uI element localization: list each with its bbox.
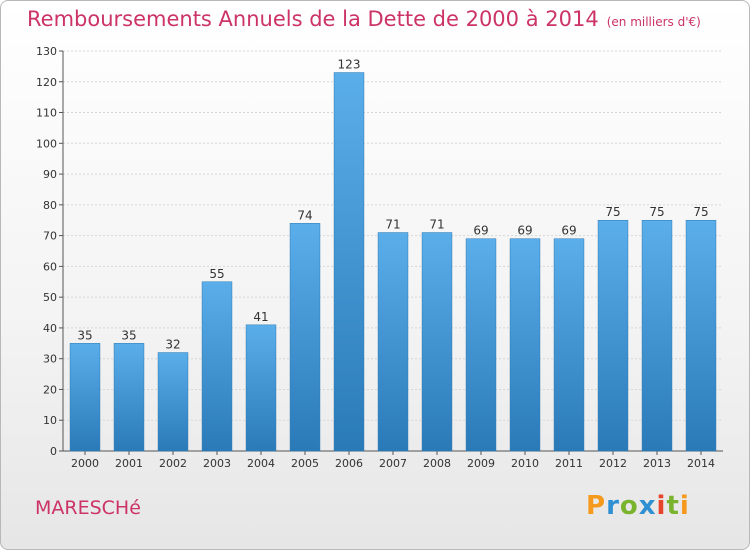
x-tick-label: 2009	[467, 457, 495, 470]
data-label: 35	[77, 328, 92, 342]
y-tick-label: 30	[43, 353, 57, 366]
logo-letter: P	[586, 491, 607, 521]
logo-letter: r	[606, 491, 620, 521]
bar-2002	[157, 352, 189, 452]
bar-2008	[421, 232, 453, 452]
x-tick-label: 2013	[643, 457, 671, 470]
data-label: 75	[693, 205, 708, 219]
data-label: 69	[473, 224, 488, 238]
bars	[69, 72, 717, 452]
logo-letter: o	[619, 491, 639, 521]
bar-2003	[201, 281, 233, 452]
x-tick-label: 2014	[687, 457, 715, 470]
chart-title-text: Remboursements Annuels de la Dette de 20…	[27, 7, 599, 31]
x-tick-label: 2004	[247, 457, 275, 470]
data-label: 74	[297, 208, 312, 222]
bar-2001	[113, 343, 145, 452]
x-tick-label: 2012	[599, 457, 627, 470]
logo-letter: x	[638, 491, 657, 521]
bar-2012	[597, 219, 629, 452]
x-tick-label: 2002	[159, 457, 187, 470]
data-label: 71	[385, 218, 400, 232]
x-tick-label: 2003	[203, 457, 231, 470]
x-tick-label: 2011	[555, 457, 583, 470]
commune-name: MARESCHé	[35, 497, 141, 519]
y-tick-label: 40	[43, 322, 57, 335]
x-tick-label: 2008	[423, 457, 451, 470]
y-tick-label: 110	[36, 107, 57, 120]
y-tick-label: 50	[43, 291, 57, 304]
logo-letter: i	[656, 491, 667, 521]
bar-2013	[641, 219, 673, 452]
y-tick-label: 0	[50, 445, 57, 458]
data-label: 123	[338, 58, 361, 72]
y-tick-label: 120	[36, 76, 57, 89]
data-label: 32	[165, 338, 180, 352]
y-tick-label: 60	[43, 260, 57, 273]
data-label: 75	[605, 205, 620, 219]
bar-2014	[685, 219, 717, 452]
data-label: 35	[121, 328, 136, 342]
bar-2005	[289, 223, 321, 452]
bar-2004	[245, 324, 277, 452]
x-tick-label: 2006	[335, 457, 363, 470]
chart-title: Remboursements Annuels de la Dette de 20…	[27, 7, 701, 31]
data-label: 71	[429, 218, 444, 232]
chart-subtitle: (en milliers d'€)	[606, 15, 701, 29]
logo-letter: i	[679, 491, 690, 521]
x-tick-label: 2000	[71, 457, 99, 470]
labels: 0 10 20 30 40 50 60 70 80 90 100 110 120 130 2000 35 200…	[36, 45, 715, 470]
y-tick-label: 90	[43, 168, 57, 181]
bar-2006	[333, 72, 365, 452]
y-tick-label: 100	[36, 137, 57, 150]
data-label: 69	[517, 224, 532, 238]
data-label: 55	[209, 267, 224, 281]
bar-2009	[465, 238, 497, 452]
data-label: 69	[561, 224, 576, 238]
bar-2007	[377, 232, 409, 452]
x-tick-label: 2007	[379, 457, 407, 470]
y-tick-label: 130	[36, 45, 57, 58]
proxiti-logo: Proxiti	[586, 491, 690, 521]
logo-letter: t	[666, 491, 680, 521]
x-tick-label: 2005	[291, 457, 319, 470]
y-tick-label: 20	[43, 383, 57, 396]
bar-2010	[509, 238, 541, 452]
y-tick-label: 80	[43, 199, 57, 212]
y-tick-label: 70	[43, 230, 57, 243]
x-tick-label: 2001	[115, 457, 143, 470]
bar-2000	[69, 343, 101, 452]
data-label: 41	[253, 310, 268, 324]
bar-2011	[553, 238, 585, 452]
y-tick-label: 10	[43, 414, 57, 427]
x-tick-label: 2010	[511, 457, 539, 470]
data-label: 75	[649, 205, 664, 219]
